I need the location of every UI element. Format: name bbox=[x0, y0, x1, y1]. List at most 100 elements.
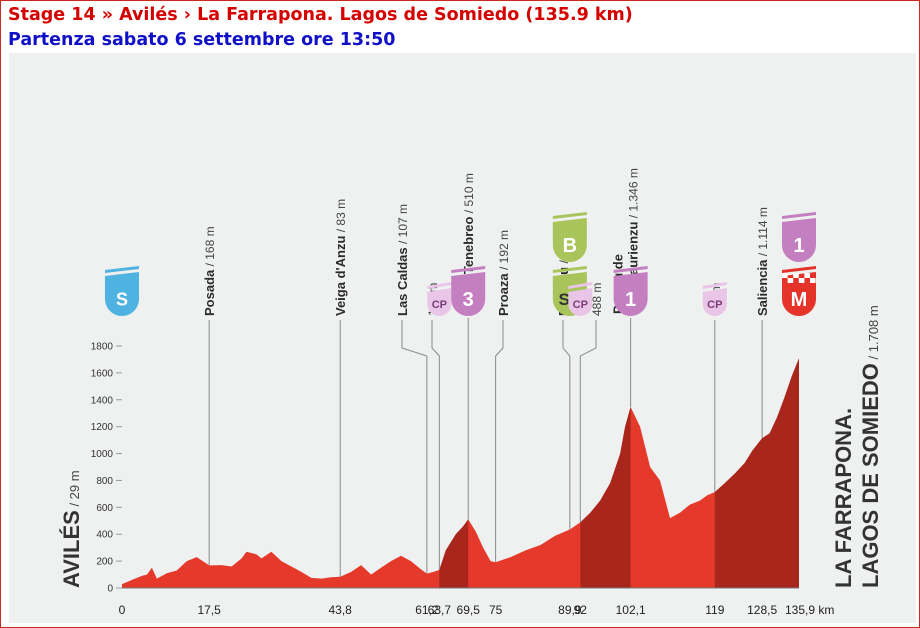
y-tick-label: 0 bbox=[107, 584, 113, 595]
x-tick-label: 128,5 bbox=[747, 603, 777, 617]
badge-shape bbox=[702, 288, 727, 316]
x-tick-label: 0 bbox=[119, 603, 126, 617]
badge-stripe bbox=[568, 282, 593, 289]
stage-title: Stage 14 » Avilés › La Farrapona. Lagos … bbox=[8, 5, 633, 25]
waypoint-name-text: Proaza bbox=[496, 273, 511, 316]
finish-name-line1: LA FARRAPONA. bbox=[831, 408, 856, 588]
finish-name-line2: LAGOS DE SOMIEDO / 1.708 m bbox=[858, 305, 883, 588]
x-tick-label: 75 bbox=[489, 603, 503, 617]
badge-shape bbox=[451, 272, 486, 316]
waypoint-leader-line bbox=[579, 320, 597, 523]
badge-shape bbox=[427, 288, 452, 316]
badge-text: B bbox=[563, 235, 577, 257]
badge-text: CP bbox=[432, 299, 447, 311]
checkpoint-badge: CP bbox=[568, 282, 593, 316]
x-tick-label: 63,7 bbox=[428, 603, 452, 617]
x-tick-label: 119 bbox=[705, 603, 724, 617]
badge-stripe bbox=[552, 212, 587, 219]
waypoint-name: Las Caldas / 107 m bbox=[395, 204, 410, 316]
waypoint-name: 488 m bbox=[590, 283, 604, 316]
climb-category-badge: 1 bbox=[613, 266, 648, 316]
y-tick-label: 1800 bbox=[91, 342, 114, 353]
badge-shape bbox=[613, 272, 648, 316]
badge-stripe bbox=[451, 266, 486, 273]
y-tick-label: 600 bbox=[96, 503, 113, 514]
finish-checker bbox=[798, 278, 805, 283]
badge-shape bbox=[568, 288, 593, 316]
badge-shape bbox=[782, 218, 816, 262]
badge-text: CP bbox=[573, 299, 588, 311]
finish-label-line1: LA FARRAPONA. bbox=[831, 408, 856, 588]
waypoint-altitude: / 107 m bbox=[396, 204, 410, 247]
badge-text: M bbox=[791, 289, 808, 311]
waypoint-leader-line bbox=[401, 320, 428, 574]
waypoint-altitude: / 1.114 m bbox=[756, 207, 770, 259]
climb-segment bbox=[714, 358, 799, 588]
climb-category-badge: 3 bbox=[451, 266, 486, 316]
y-tick-label: 1400 bbox=[91, 395, 114, 406]
waypoint-name-text: Posada bbox=[202, 269, 217, 316]
bonus-badge: B bbox=[552, 212, 587, 262]
waypoint-altitude: 488 m bbox=[590, 283, 604, 316]
start-label: AVILÉS / 29 m bbox=[59, 470, 84, 588]
start-time: Partenza sabato 6 settembre ore 13:50 bbox=[8, 30, 396, 50]
badge-text: 1 bbox=[793, 235, 804, 257]
x-tick-label: 92 bbox=[574, 603, 588, 617]
x-tick-label: 102,1 bbox=[616, 603, 646, 617]
waypoint-label: Veiga d'Anzu / 83 m bbox=[333, 199, 348, 316]
badge-text: 1 bbox=[625, 289, 636, 311]
badge-stripe bbox=[613, 266, 648, 273]
finish-checker bbox=[782, 273, 788, 278]
finish-checker bbox=[787, 278, 794, 283]
checkpoint-badge: CP bbox=[702, 282, 727, 316]
waypoint-leader-line bbox=[562, 320, 571, 530]
badge-text: CP bbox=[707, 299, 722, 311]
waypoint-altitude: / 1.346 m bbox=[627, 168, 641, 221]
waypoint-label: Proaza / 192 m bbox=[496, 230, 511, 316]
waypoint-altitude: / 192 m bbox=[497, 230, 511, 273]
y-tick-label: 1200 bbox=[91, 422, 114, 433]
checkpoint-badge: CP bbox=[427, 282, 452, 316]
start-label-text: AVILÉS / 29 m bbox=[59, 470, 84, 588]
badge-stripe bbox=[702, 282, 727, 289]
waypoint-altitude: / 168 m bbox=[203, 226, 217, 269]
climb-category-badge: 1 bbox=[782, 212, 816, 262]
waypoint-leader-line bbox=[431, 320, 440, 570]
finish-label-line2: LAGOS DE SOMIEDO / 1.708 m bbox=[858, 305, 883, 588]
waypoint-leader-line bbox=[495, 320, 504, 563]
waypoint-name-text: Saliencia bbox=[755, 259, 770, 316]
badge-stripe bbox=[782, 266, 816, 273]
waypoint-name: Veiga d'Anzu / 83 m bbox=[333, 199, 348, 316]
badge-text: 3 bbox=[463, 289, 474, 311]
waypoint-label: Las Caldas / 107 m bbox=[395, 204, 410, 316]
waypoint-altitude: / 510 m bbox=[462, 173, 476, 216]
x-tick-label: 135,9 km bbox=[785, 603, 834, 617]
x-tick-label: 61,2 bbox=[415, 603, 439, 617]
y-tick-label: 800 bbox=[96, 476, 113, 487]
finish-checker bbox=[804, 273, 810, 278]
badge-stripe bbox=[105, 266, 139, 273]
x-tick-label: 89,9 bbox=[558, 603, 582, 617]
badge-stripe bbox=[782, 212, 816, 219]
climb-segment bbox=[439, 519, 469, 588]
y-tick-label: 1600 bbox=[91, 368, 114, 379]
x-tick-label: 43,8 bbox=[329, 603, 353, 617]
waypoint-name: Proaza / 192 m bbox=[496, 230, 511, 316]
finish-name-text: LAGOS DE SOMIEDO bbox=[858, 363, 883, 588]
badge-stripe bbox=[552, 266, 587, 273]
finish-checker bbox=[810, 278, 816, 283]
waypoint-name-text: Veiga d'Anzu bbox=[333, 236, 348, 316]
waypoint-name: Saliencia / 1.114 m bbox=[755, 207, 770, 316]
waypoint-label: 488 m bbox=[590, 283, 604, 316]
waypoint-name: Posada / 168 m bbox=[202, 226, 217, 316]
climb-segment bbox=[580, 407, 631, 588]
badge-text: S bbox=[116, 289, 128, 309]
waypoint-name-text: Las Caldas bbox=[395, 247, 410, 316]
waypoint-label: Posada / 168 m bbox=[202, 226, 217, 316]
y-tick-label: 200 bbox=[96, 557, 113, 568]
finish-badge: M bbox=[782, 266, 816, 316]
waypoint-label: Saliencia / 1.114 m bbox=[755, 207, 770, 316]
y-tick-label: 1000 bbox=[91, 449, 114, 460]
start-name: AVILÉS bbox=[59, 510, 84, 588]
